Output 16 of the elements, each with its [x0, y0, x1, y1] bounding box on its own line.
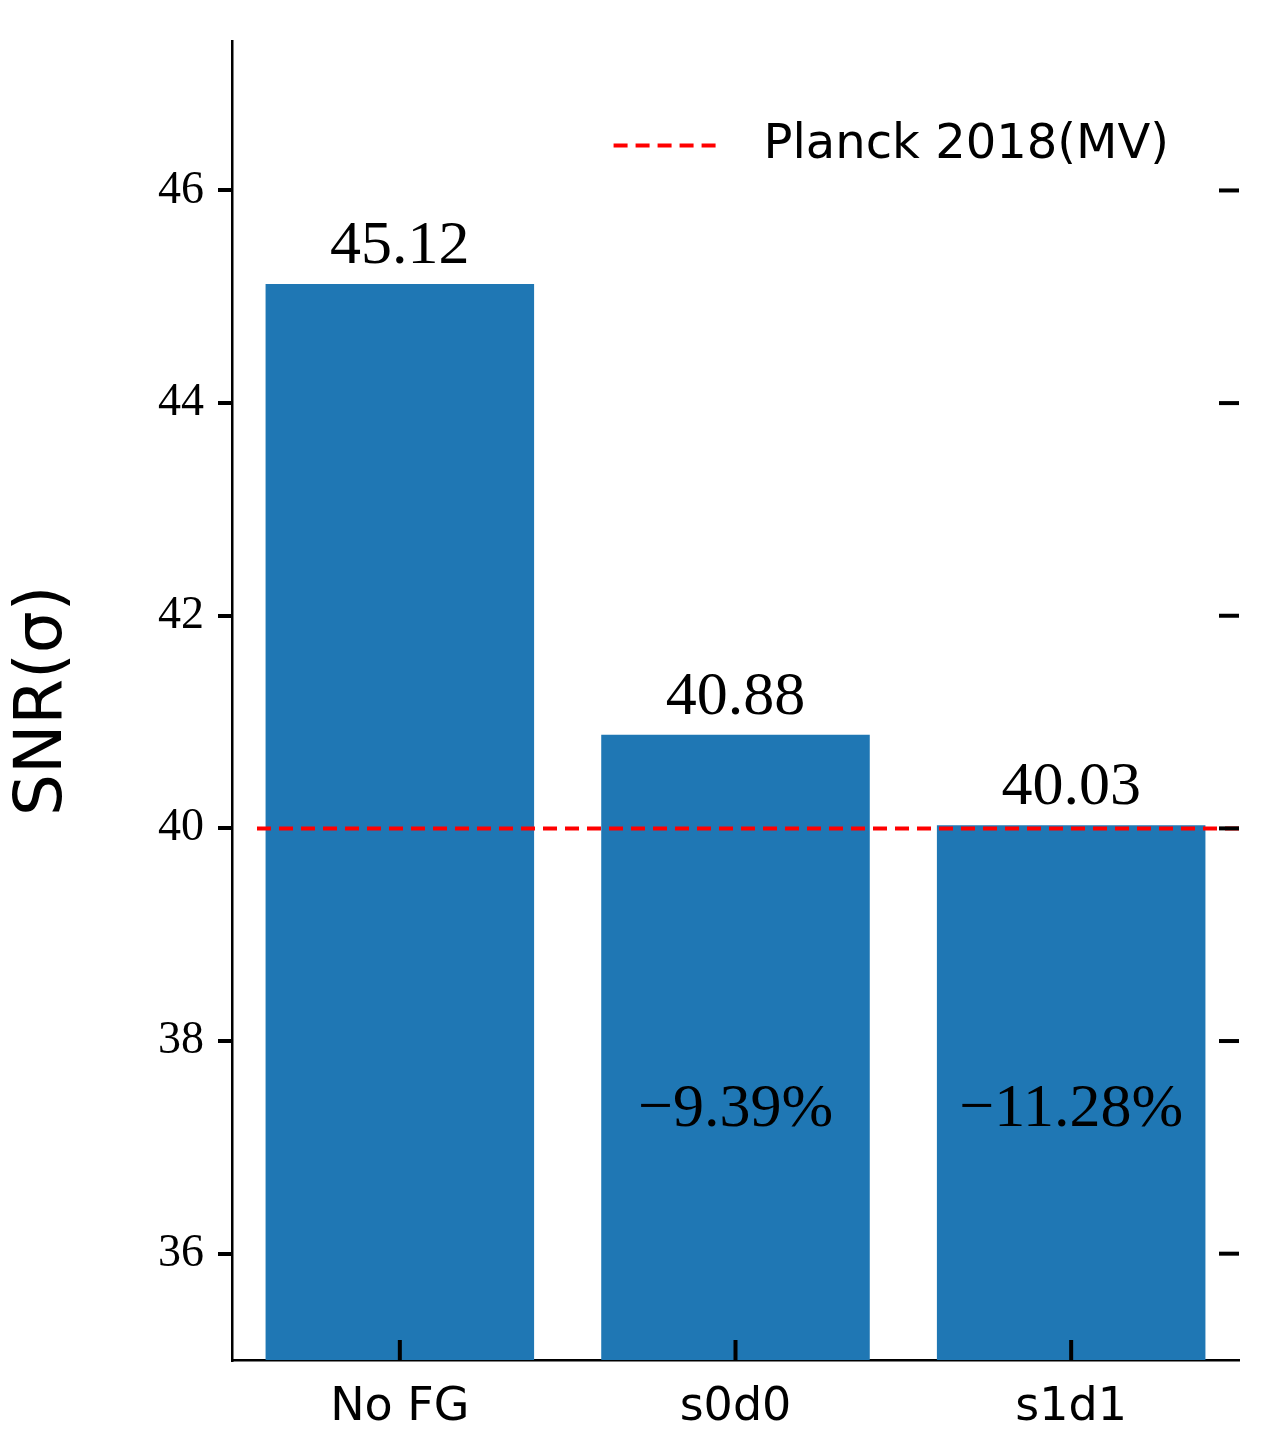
- y-tick-label: 46: [158, 161, 204, 213]
- y-tick-label: 36: [158, 1224, 204, 1276]
- y-tick-label: 40: [158, 799, 204, 851]
- x-tick-label: No FG: [330, 1376, 470, 1431]
- x-tick-label: s1d1: [1015, 1376, 1128, 1431]
- y-tick-label: 44: [158, 374, 204, 426]
- annotation: −9.39%: [637, 1070, 834, 1139]
- annotation: −11.28%: [959, 1070, 1184, 1139]
- data-label: 40.03: [1001, 749, 1141, 818]
- x-tick-label: s0d0: [679, 1376, 792, 1431]
- y-tick-label: 42: [158, 586, 204, 638]
- y-axis-title: SNR(σ): [0, 585, 77, 817]
- y-tick-label: 38: [158, 1012, 204, 1064]
- legend-label: Planck 2018(MV): [763, 113, 1169, 170]
- data-label: 40.88: [665, 659, 806, 728]
- data-label: 45.12: [330, 208, 470, 277]
